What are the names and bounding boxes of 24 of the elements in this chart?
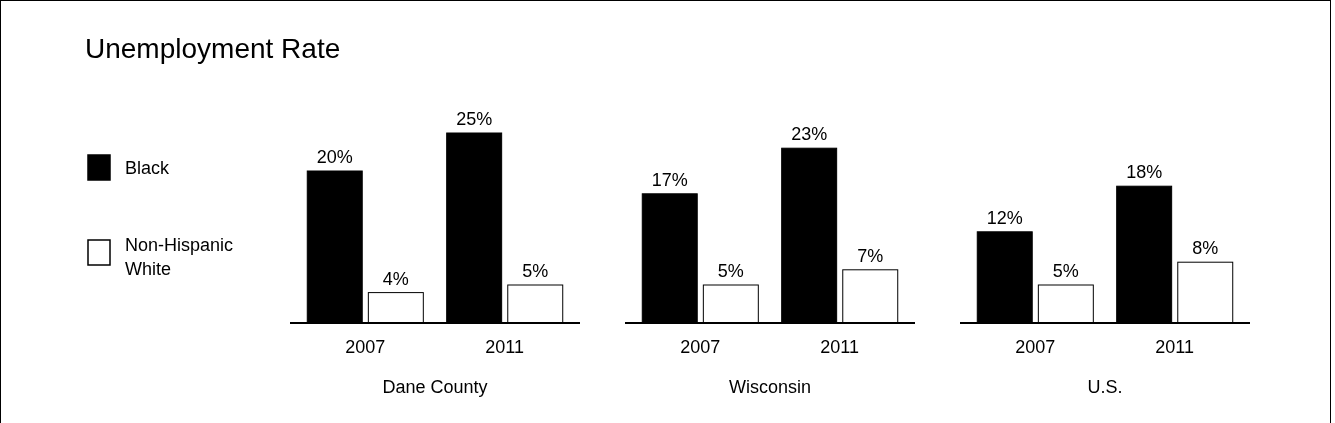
data-label: 17% <box>651 169 688 190</box>
x-axis-title: Dane County <box>382 377 488 397</box>
x-tick-label: 2011 <box>820 337 860 357</box>
data-label: 5% <box>522 261 549 281</box>
data-label: 23% <box>791 124 828 145</box>
x-tick-label: 2011 <box>485 337 525 357</box>
chart-title: Unemployment Rate <box>85 33 341 64</box>
x-tick-label: 2007 <box>680 337 721 357</box>
x-tick-label: 2011 <box>1155 337 1195 357</box>
x-axis-title: Wisconsin <box>728 377 812 397</box>
data-label: 7% <box>857 245 884 266</box>
x-tick-label: 2007 <box>1015 337 1056 357</box>
data-label: 12% <box>986 207 1023 228</box>
x-axis-title: U.S. <box>1087 377 1123 397</box>
legend-label: Non-Hispanic White <box>125 235 234 279</box>
data-label: 5% <box>717 261 744 281</box>
data-label: 5% <box>1052 261 1079 281</box>
data-label: 25% <box>456 109 493 129</box>
data-label: 20% <box>316 147 353 167</box>
legend-label: Black <box>125 158 171 178</box>
data-label: 4% <box>382 268 409 289</box>
x-tick-label: 2007 <box>345 337 386 357</box>
data-label: 8% <box>1192 238 1219 259</box>
data-label: 18% <box>1126 162 1163 183</box>
